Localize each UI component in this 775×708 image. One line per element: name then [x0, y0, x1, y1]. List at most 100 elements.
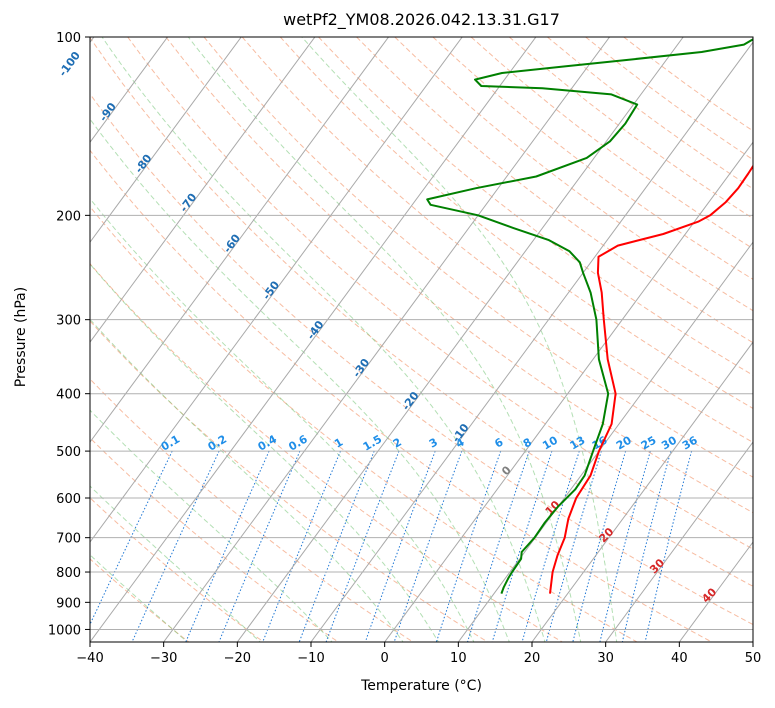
isotherm-label: 10 — [543, 498, 563, 518]
isotherm-label: -40 — [304, 318, 326, 342]
dry-adiabat — [90, 93, 753, 626]
y-tick-label: 800 — [56, 566, 81, 581]
mixing-ratio-label: 3 — [427, 436, 440, 451]
x-tick-label: −10 — [297, 651, 324, 666]
moist-adiabat — [90, 118, 510, 642]
sounding-series — [426, 38, 753, 594]
isotherm-line — [605, 441, 753, 642]
x-tick-label: −40 — [76, 651, 103, 666]
x-tick-label: 40 — [671, 651, 688, 666]
y-tick-label: 700 — [56, 532, 81, 547]
dry-adiabat — [90, 205, 639, 642]
y-tick-label: 300 — [56, 314, 81, 329]
dry-adiabat — [356, 37, 753, 344]
isotherm-line — [310, 41, 753, 642]
dry-adiabat — [90, 262, 564, 642]
x-axis: −40 −30 −20 −10 0 10 20 30 40 50 — [76, 642, 761, 666]
mixing-ratio-line — [298, 450, 375, 642]
mixing-ratio-label: 0.4 — [256, 432, 280, 453]
mixing-ratio-label: 20 — [614, 433, 634, 452]
dry-adiabat — [394, 37, 753, 312]
y-tick-label: 100 — [56, 31, 81, 46]
y-tick-label: 900 — [56, 596, 81, 611]
mixing-ratio-line — [545, 450, 602, 642]
moist-adiabat — [101, 37, 546, 642]
isotherm-line — [384, 141, 753, 642]
isotherm-line — [236, 37, 684, 642]
y-tick-label: 400 — [56, 388, 81, 403]
mixing-ratio-line — [218, 450, 301, 642]
dry-adiabat — [318, 37, 753, 376]
pressure-gridlines — [90, 36, 753, 630]
mixing-ratio-line — [364, 450, 436, 642]
isotherm-line — [90, 37, 390, 443]
mixing-ratio-line — [435, 450, 502, 642]
dry-adiabat — [90, 497, 265, 642]
isotherm-line — [90, 37, 169, 144]
isotherm-line — [0, 24, 30, 645]
isotherm-line — [457, 241, 753, 642]
isotherm-line — [163, 37, 611, 642]
dry-adiabat — [90, 149, 713, 642]
isotherm-label: 30 — [647, 556, 667, 576]
dry-adiabat — [547, 37, 753, 190]
mixing-ratio-label: 0.1 — [159, 433, 182, 454]
moist-adiabat — [90, 318, 404, 642]
dry-adiabat — [432, 37, 753, 280]
mixing-ratio-line — [572, 450, 627, 642]
x-tick-label: −30 — [150, 651, 177, 666]
isotherm-label: -50 — [260, 278, 282, 302]
dry-adiabat — [470, 37, 753, 250]
mixing-ratio-label: 6 — [492, 435, 505, 450]
dry-adiabat — [127, 37, 753, 550]
isotherm-label: -100 — [56, 49, 83, 79]
isotherm-line — [90, 37, 95, 44]
dry-adiabat — [241, 37, 753, 444]
dewpoint-profile-line — [426, 38, 753, 594]
x-tick-label: 50 — [745, 651, 762, 666]
mixing-ratio-label: 0.2 — [206, 433, 229, 454]
mixing-ratio-line — [131, 450, 220, 642]
mixing-ratio-line — [325, 450, 400, 642]
dry-adiabat — [90, 558, 190, 642]
mixing-ratio-line — [90, 450, 173, 626]
mixing-ratio-line — [393, 450, 463, 642]
x-axis-label: Temperature (°C) — [361, 678, 482, 694]
x-tick-label: 10 — [450, 651, 467, 666]
y-tick-label: 200 — [56, 209, 81, 224]
mixing-ratio-line — [521, 450, 580, 642]
isotherm-line — [678, 541, 753, 642]
dry-adiabat — [623, 37, 753, 132]
dry-adiabat — [203, 37, 753, 478]
mixing-ratio-label: 25 — [639, 434, 659, 453]
x-tick-label: 0 — [381, 651, 389, 666]
chart-title: wetPf2_YM08.2026.042.13.31.G17 — [283, 10, 560, 29]
mixing-ratio-label: 1.5 — [361, 433, 384, 454]
isotherm-line — [90, 37, 242, 244]
isotherm-label: -10 — [449, 421, 471, 445]
mixing-ratio-line — [466, 450, 530, 642]
dry-adiabat — [165, 37, 753, 514]
dry-adiabat — [90, 437, 340, 642]
isotherm-line — [90, 37, 537, 642]
isotherm-line — [752, 641, 753, 642]
mixing-ratio-label: 10 — [540, 433, 560, 452]
isotherm-label: -60 — [221, 231, 243, 255]
y-tick-label: 500 — [56, 445, 81, 460]
isotherm-line — [90, 37, 463, 543]
moist-adiabat — [90, 485, 261, 642]
y-axis: 100 200 300 400 500 600 700 800 900 1000 — [48, 31, 90, 638]
isotherm-line — [531, 341, 753, 642]
mixing-ratio-line — [491, 450, 553, 642]
isotherm-label: -30 — [350, 356, 372, 380]
annotation-labels: 0.1 0.2 0.4 0.6 1 1.5 2 3 4 6 8 10 13 16 20 25 30 36-100-… — [56, 49, 719, 606]
y-tick-label: 600 — [56, 492, 81, 507]
isotherm-line — [90, 37, 316, 343]
isotherm-label: -20 — [399, 389, 421, 413]
isotherm-label: -90 — [97, 100, 119, 124]
dry-adiabat — [90, 320, 489, 642]
x-tick-label: 30 — [597, 651, 614, 666]
mixing-ratio-line — [621, 450, 672, 642]
x-tick-label: 20 — [524, 651, 541, 666]
